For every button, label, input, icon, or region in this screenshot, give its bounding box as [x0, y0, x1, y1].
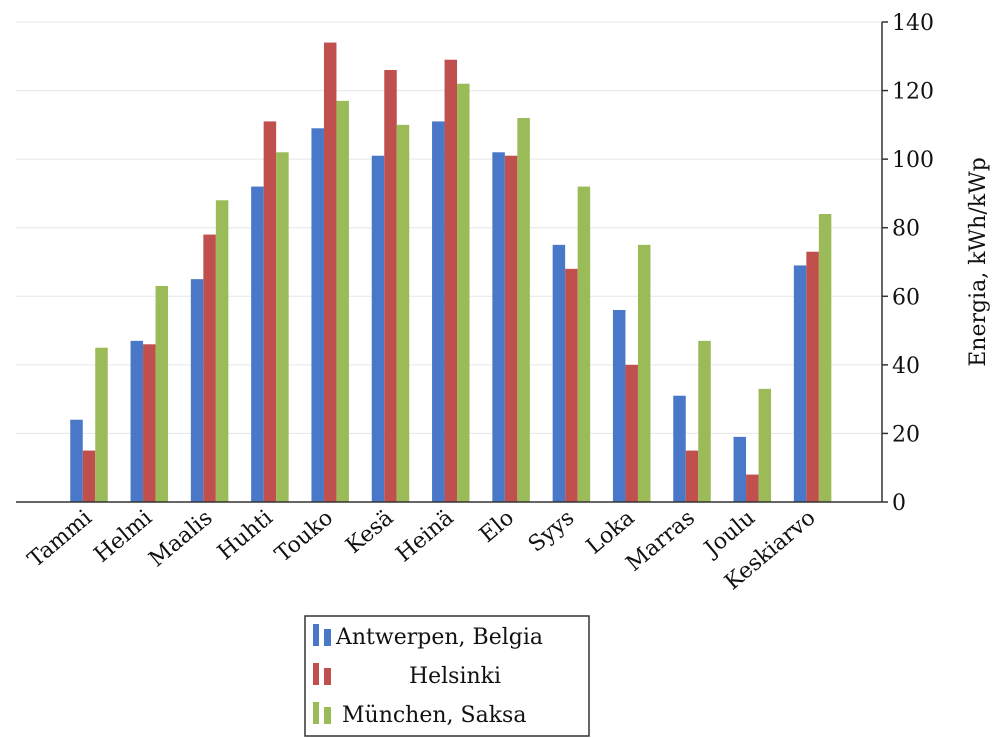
bar [746, 474, 759, 502]
bar [82, 450, 96, 502]
y-axis-title: Energia, kWh/kWp [966, 157, 991, 367]
bar [311, 128, 324, 503]
y-tick-label: 40 [892, 354, 920, 379]
bar [552, 244, 566, 502]
x-category-label: Tammi [23, 505, 96, 572]
bar [130, 340, 144, 502]
bar [612, 310, 626, 502]
legend-swatch [324, 629, 331, 646]
legend-swatch [324, 707, 331, 724]
bar [432, 121, 445, 502]
x-category-label: Syys [524, 505, 579, 557]
legend-label: Helsinki [409, 664, 501, 689]
y-tick-label: 20 [892, 422, 920, 447]
x-category-label: Touko [271, 505, 338, 567]
bar [637, 244, 651, 502]
bars [70, 42, 832, 503]
legend-items: Antwerpen, Belgia Helsinki München, Saksa [313, 624, 543, 728]
y-tick-label: 60 [892, 285, 920, 310]
bar [517, 118, 530, 502]
bar [818, 214, 832, 502]
bar [577, 186, 591, 503]
x-category-label: Helmi [90, 505, 158, 567]
bar [336, 100, 349, 502]
y-tick-label: 120 [892, 80, 934, 105]
bar [733, 436, 747, 502]
y-tick-label: 100 [892, 148, 934, 173]
bar [457, 83, 470, 502]
legend-swatch [324, 668, 331, 685]
x-category-label: Maalis [145, 505, 218, 572]
bar [396, 124, 410, 502]
bar [685, 450, 699, 502]
bar [215, 200, 229, 503]
legend-swatch [313, 663, 319, 685]
y-ticks: 0 20 40 60 80 100 120 140 [882, 11, 934, 516]
bar [95, 347, 108, 502]
bar [371, 155, 385, 502]
bar [758, 388, 772, 502]
x-category-label: Huhti [213, 505, 278, 565]
x-category-label: Kesä [341, 505, 398, 558]
bar [625, 364, 638, 502]
bar [673, 395, 686, 502]
legend-label: Antwerpen, Belgia [335, 625, 543, 650]
bar [793, 265, 807, 502]
bar [504, 155, 518, 502]
bar [565, 268, 578, 502]
legend-swatch [313, 624, 319, 646]
bar [143, 344, 156, 502]
legend-box [304, 615, 590, 737]
bar [70, 419, 83, 502]
bar [323, 42, 337, 502]
y-tick-label: 80 [892, 217, 920, 242]
bar [251, 186, 264, 503]
bar [492, 152, 505, 503]
bar [203, 234, 216, 503]
bar [384, 70, 397, 502]
bar [444, 59, 458, 502]
bar [155, 286, 169, 502]
y-tick-label: 0 [892, 491, 906, 516]
bar [806, 251, 819, 502]
bar [263, 121, 277, 502]
legend-swatch [313, 702, 319, 724]
bar [276, 152, 289, 503]
bar [190, 279, 204, 502]
legend: Antwerpen, Belgia Helsinki München, Saksa [304, 615, 590, 737]
y-tick-label: 140 [892, 11, 934, 36]
legend-label: München, Saksa [342, 703, 526, 728]
x-category-label: Elo [475, 505, 519, 548]
bar [698, 340, 711, 502]
x-category-label: Marras [622, 505, 700, 576]
x-category-label: Heinä [392, 505, 459, 567]
